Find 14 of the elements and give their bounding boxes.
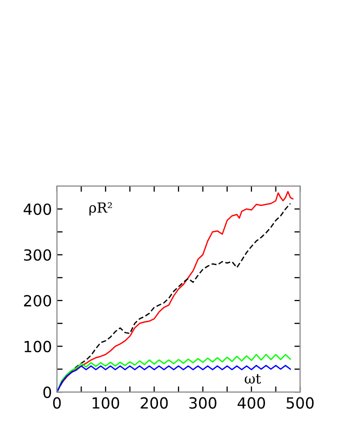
y-tick-label: 0 [43,386,52,398]
x-axis-title: ωt [244,374,261,384]
x-tick-label: 500 [286,397,314,409]
y-tick-label: 300 [24,249,52,261]
x-tick-label: 200 [140,397,168,409]
line-series [56,364,291,392]
y-tick-label: 400 [24,203,52,216]
y-tick-label: 100 [24,340,52,352]
x-tick-label: 0 [53,397,61,409]
x-tick-label: 400 [238,397,266,409]
y-tick-label: 200 [24,294,52,307]
x-tick-label: 300 [189,397,216,409]
x-tick-label: 100 [92,397,120,409]
y-axis-title: ρR² [89,202,112,216]
